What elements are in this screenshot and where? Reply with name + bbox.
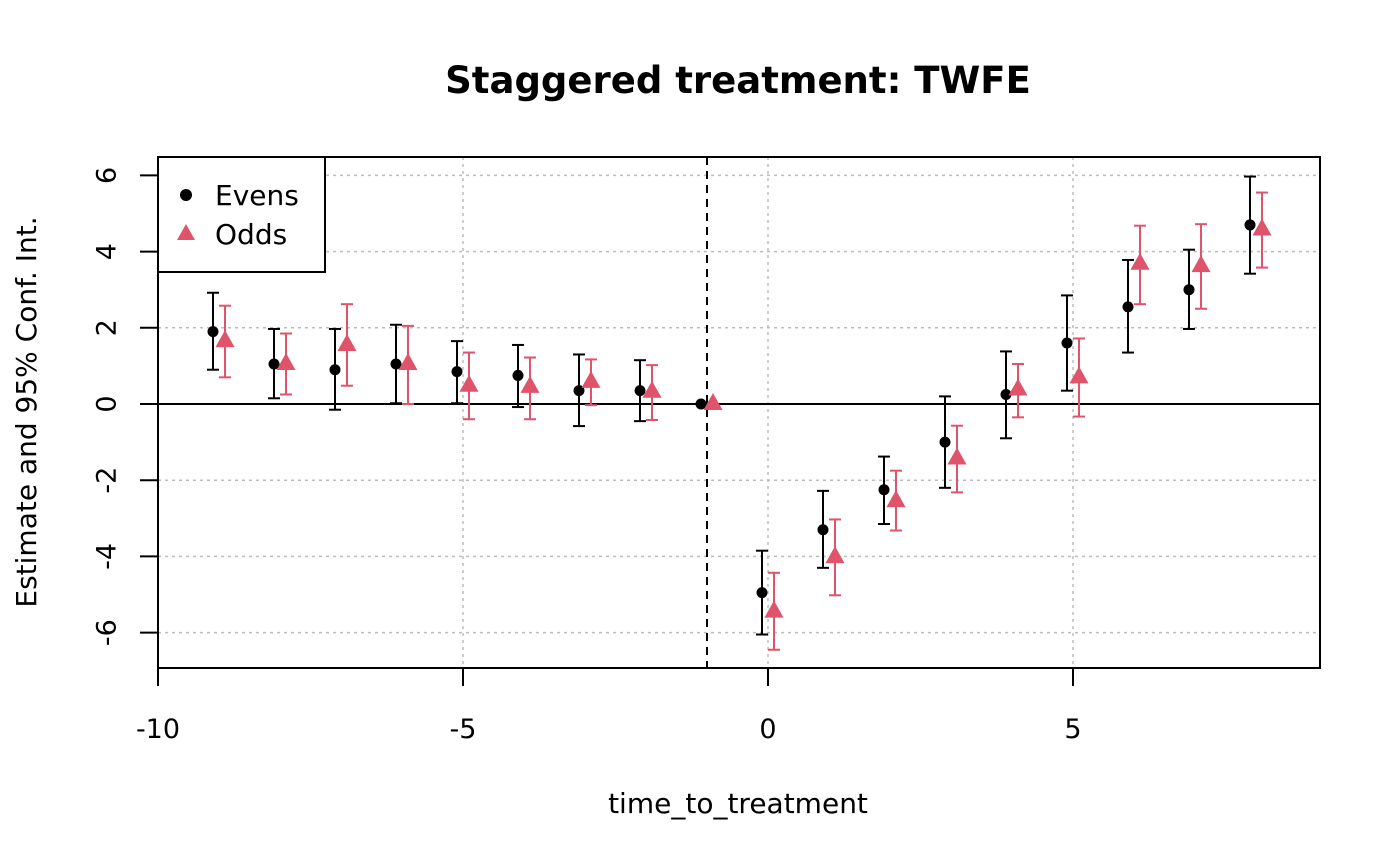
data-point: [215, 330, 235, 348]
data-point: [451, 366, 463, 378]
data-point: [520, 375, 540, 393]
legend-odds-marker: [177, 224, 195, 240]
data-point: [1000, 388, 1012, 400]
data-point: [581, 370, 601, 388]
data-point: [329, 364, 341, 376]
y-axis-label: Estimate and 95% Conf. Int.: [10, 216, 43, 607]
data-point: [695, 398, 707, 410]
data-point: [390, 358, 402, 370]
data-point: [703, 393, 723, 410]
grid: [157, 157, 1320, 668]
data-point: [764, 600, 784, 618]
data-point: [886, 490, 906, 508]
plot-frame: [157, 156, 1321, 669]
data-point: [1061, 337, 1073, 349]
y-tick-label: -2: [92, 467, 123, 494]
chart-title: Staggered treatment: TWFE: [445, 59, 1031, 102]
data-point: [1244, 219, 1256, 231]
x-axis-label: time_to_treatment: [608, 787, 868, 820]
data-point: [512, 369, 524, 381]
x-tick-label: -10: [136, 714, 180, 745]
data-point: [756, 587, 768, 599]
x-tick-label: 5: [1064, 714, 1081, 745]
data-point: [939, 436, 951, 448]
x-tick-label: -5: [450, 714, 477, 745]
y-tick-label: 0: [92, 395, 123, 412]
y-tick-label: 6: [92, 167, 123, 184]
x-axis: -10 -5 0 5: [136, 667, 1082, 745]
data-point: [1122, 301, 1134, 313]
data-point: [825, 546, 845, 564]
data-point: [1191, 255, 1211, 273]
data-point: [207, 326, 219, 338]
y-axis: -6 -4 -2 0 2 4 6: [92, 167, 159, 646]
legend-box: [157, 156, 326, 273]
data-point: [947, 447, 967, 465]
series-evens: [207, 175, 1256, 636]
data-point: [817, 524, 829, 536]
x-tick-label: 0: [759, 714, 776, 745]
data-point: [459, 374, 479, 392]
data-point: [878, 484, 890, 496]
data-point: [268, 358, 280, 370]
data-point: [634, 385, 646, 397]
y-tick-label: -6: [92, 619, 123, 646]
reference-lines: [158, 157, 1320, 668]
data-point: [1252, 218, 1272, 236]
y-tick-label: -4: [92, 543, 123, 570]
series-odds: [215, 191, 1272, 651]
data-point: [1069, 366, 1089, 384]
data-point: [573, 385, 585, 397]
legend-evens-marker: [180, 189, 192, 201]
data-point: [398, 352, 418, 370]
data-point: [276, 352, 296, 370]
data-point: [1183, 284, 1195, 296]
legend: Evens Odds: [157, 156, 326, 273]
data-point: [337, 333, 357, 351]
legend-evens-label: Evens: [215, 179, 299, 212]
y-tick-label: 2: [92, 319, 123, 336]
series: [207, 175, 1272, 651]
data-point: [1130, 252, 1150, 270]
legend-odds-label: Odds: [215, 218, 287, 251]
y-tick-label: 4: [92, 243, 123, 260]
data-point: [642, 380, 662, 398]
data-point: [1008, 378, 1028, 396]
